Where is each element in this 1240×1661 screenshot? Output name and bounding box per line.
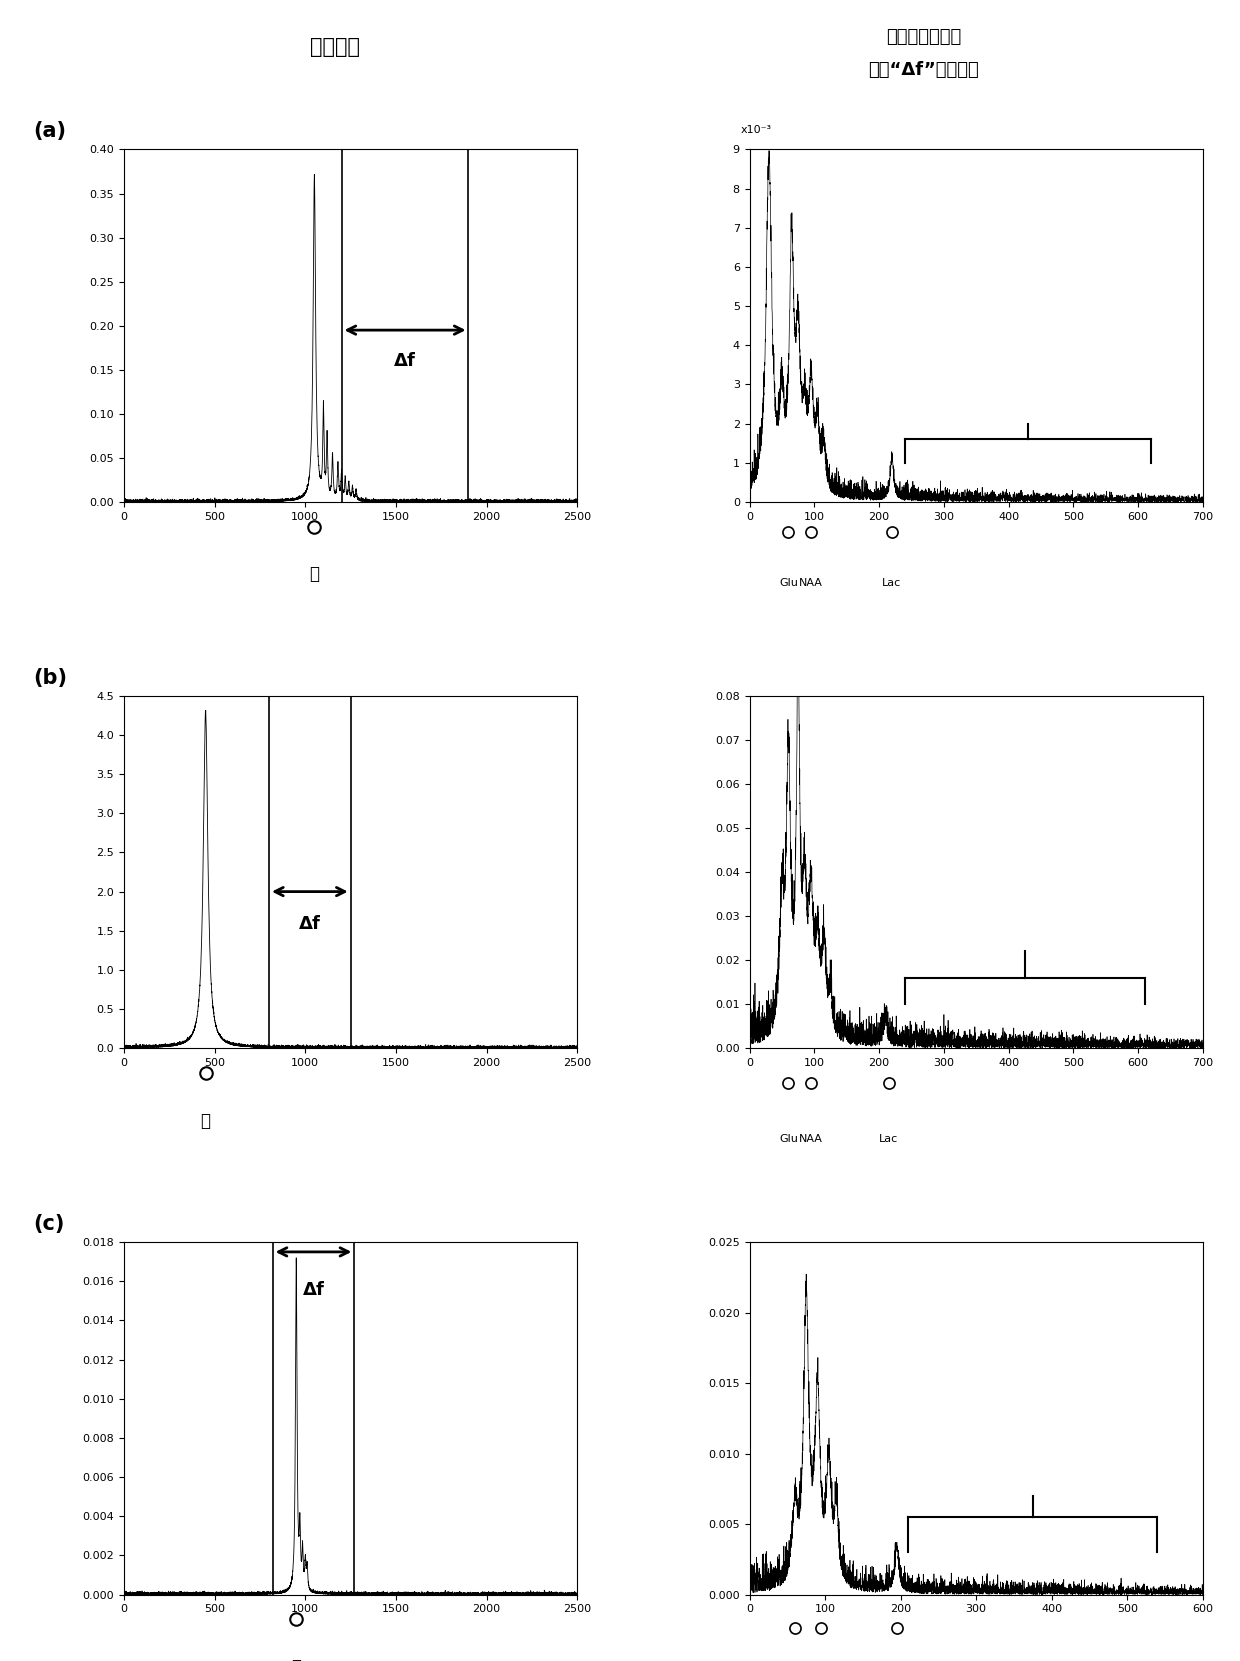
Text: 利用差分滤波的: 利用差分滤波的: [887, 28, 961, 47]
Text: x10⁻³: x10⁻³: [740, 125, 771, 136]
Text: (a): (a): [33, 121, 67, 141]
Text: (b): (b): [33, 668, 67, 688]
Text: Lac: Lac: [883, 578, 901, 588]
Text: $\mathbf{\Delta f}$: $\mathbf{\Delta f}$: [298, 915, 322, 933]
Text: 原始数据: 原始数据: [310, 37, 360, 56]
Text: NAA: NAA: [799, 578, 823, 588]
Text: (c): (c): [33, 1214, 64, 1234]
Text: NAA: NAA: [799, 1134, 823, 1144]
Text: 水: 水: [309, 565, 320, 583]
Text: $\mathbf{\Delta f}$: $\mathbf{\Delta f}$: [301, 1281, 325, 1299]
Text: 频率“Δf”削波数据: 频率“Δf”削波数据: [868, 61, 980, 80]
Text: Lac: Lac: [879, 1134, 898, 1144]
Text: Glu: Glu: [779, 578, 797, 588]
Text: 水: 水: [291, 1658, 301, 1661]
Text: Glu: Glu: [779, 1134, 797, 1144]
Text: $\mathbf{\Delta f}$: $\mathbf{\Delta f}$: [393, 352, 417, 370]
Text: 水: 水: [201, 1111, 211, 1129]
